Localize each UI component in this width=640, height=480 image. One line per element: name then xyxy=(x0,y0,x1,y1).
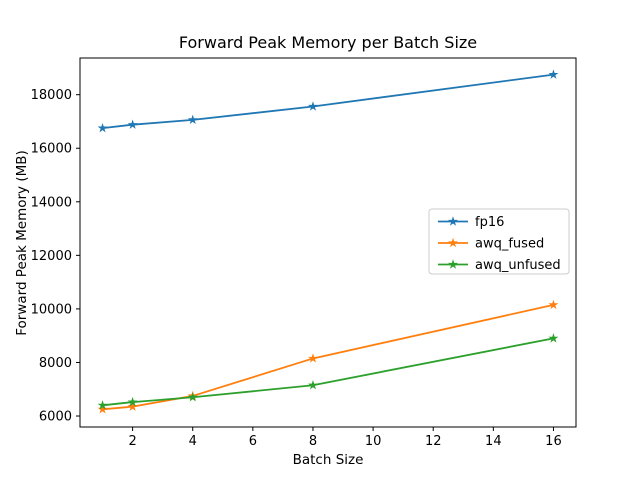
y-tick-label: 6000 xyxy=(39,410,72,425)
x-tick-label: 4 xyxy=(189,434,197,449)
series-marker-fp16 xyxy=(548,69,559,79)
series-line-awq_unfused xyxy=(101,337,555,407)
series-marker-awq_unfused xyxy=(187,392,198,402)
series-marker-fp16 xyxy=(308,101,318,111)
series-marker-awq_unfused xyxy=(127,396,138,407)
x-axis-label: Batch Size xyxy=(293,452,364,468)
series-marker-fp16 xyxy=(97,122,108,133)
series-marker-awq_fused xyxy=(548,299,559,310)
series-marker-awq_unfused xyxy=(308,380,318,390)
x-tick-label: 12 xyxy=(425,434,442,449)
legend: fp16 awq_fused awq_unfused xyxy=(428,208,570,275)
series-marker-awq_fused xyxy=(308,353,318,363)
legend-marker-awq_fused xyxy=(448,237,458,248)
x-tick-label: 16 xyxy=(545,434,562,449)
y-tick-label: 8000 xyxy=(39,356,72,371)
legend-marker-awq_unfused xyxy=(448,259,458,269)
series-marker-fp16 xyxy=(187,114,198,125)
y-tick-label: 12000 xyxy=(31,249,72,264)
legend-label-fp16: fp16 xyxy=(475,215,504,230)
x-tick-label: 10 xyxy=(365,434,382,449)
y-tick-label: 18000 xyxy=(31,88,72,103)
series-marker-awq_fused xyxy=(127,401,138,411)
axes-spines xyxy=(79,57,577,428)
series-marker-awq_fused xyxy=(97,404,108,414)
legend-marker-fp16 xyxy=(448,216,458,226)
series-marker-awq_unfused xyxy=(97,400,108,410)
x-tick-label: 2 xyxy=(128,434,136,449)
plot-area: 2 4 6 8 10 12 14 16 6000 8000 10000 12000 14000 16000… xyxy=(31,57,577,449)
y-tick-label: 14000 xyxy=(31,195,72,210)
y-tick-label: 10000 xyxy=(31,302,72,317)
legend-label-awq_fused: awq_fused xyxy=(475,237,544,252)
x-tick-label: 14 xyxy=(485,434,502,449)
series-line-fp16 xyxy=(101,73,555,130)
series-marker-awq_unfused xyxy=(548,333,559,343)
series-line-awq_fused xyxy=(101,303,555,411)
legend-box xyxy=(428,208,570,275)
x-tick-label: 8 xyxy=(309,434,317,449)
x-tick-label: 6 xyxy=(249,434,257,449)
legend-label-awq_unfused: awq_unfused xyxy=(475,258,561,273)
y-axis-label: Forward Peak Memory (MB) xyxy=(14,150,30,336)
series-marker-fp16 xyxy=(127,119,138,129)
y-tick-label: 16000 xyxy=(31,142,72,157)
chart-title: Forward Peak Memory per Batch Size xyxy=(179,33,477,52)
